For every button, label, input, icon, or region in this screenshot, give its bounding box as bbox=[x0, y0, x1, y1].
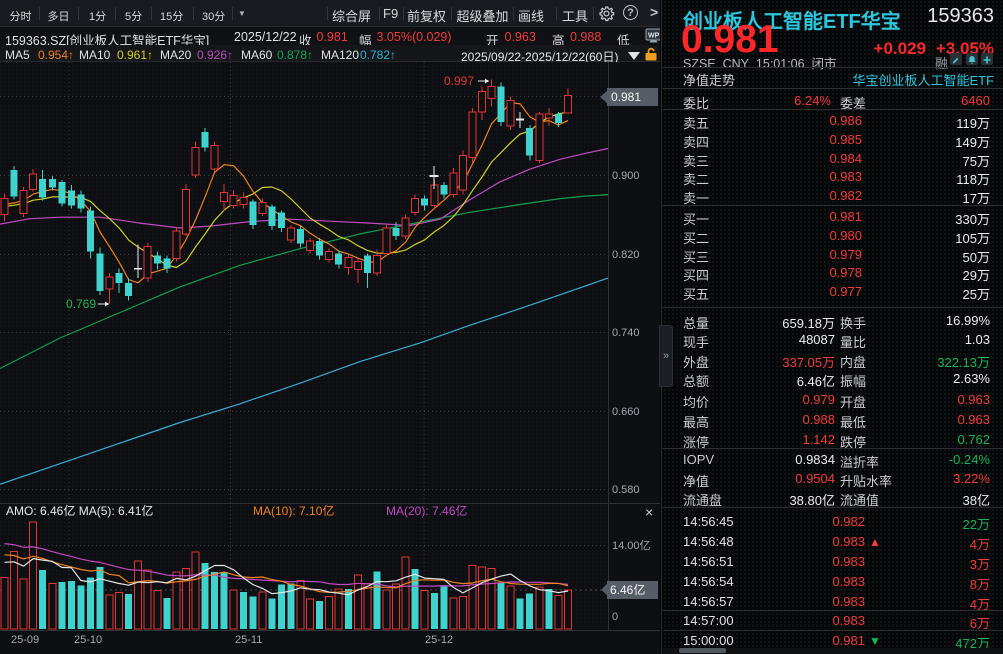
svg-text:AMO: 6.46亿 MA(5): 6.41亿: AMO: 6.46亿 MA(5): 6.41亿 bbox=[6, 503, 153, 518]
svg-text:25-10: 25-10 bbox=[74, 634, 102, 646]
svg-text:WP: WP bbox=[648, 33, 660, 40]
svg-text:0.580: 0.580 bbox=[612, 484, 640, 496]
svg-text:0.820: 0.820 bbox=[612, 249, 640, 261]
svg-text:0.981: 0.981 bbox=[611, 90, 641, 104]
svg-text:×: × bbox=[645, 504, 653, 520]
svg-text:MA(10): 7.10亿: MA(10): 7.10亿 bbox=[253, 503, 334, 518]
svg-text:0: 0 bbox=[612, 611, 618, 623]
svg-text:25-12: 25-12 bbox=[425, 634, 453, 646]
svg-text:0.997: 0.997 bbox=[444, 74, 474, 88]
svg-text:MA(20): 7.46亿: MA(20): 7.46亿 bbox=[386, 503, 467, 518]
svg-text:0.900: 0.900 bbox=[612, 170, 640, 182]
svg-text:25-11: 25-11 bbox=[235, 634, 262, 646]
svg-text:0.769: 0.769 bbox=[66, 297, 96, 311]
svg-text:6.46亿: 6.46亿 bbox=[610, 582, 645, 597]
svg-text:0.740: 0.740 bbox=[612, 327, 640, 339]
svg-text:0.660: 0.660 bbox=[612, 406, 640, 418]
svg-text:25-09: 25-09 bbox=[11, 634, 39, 646]
svg-text:14.00亿: 14.00亿 bbox=[612, 539, 651, 552]
